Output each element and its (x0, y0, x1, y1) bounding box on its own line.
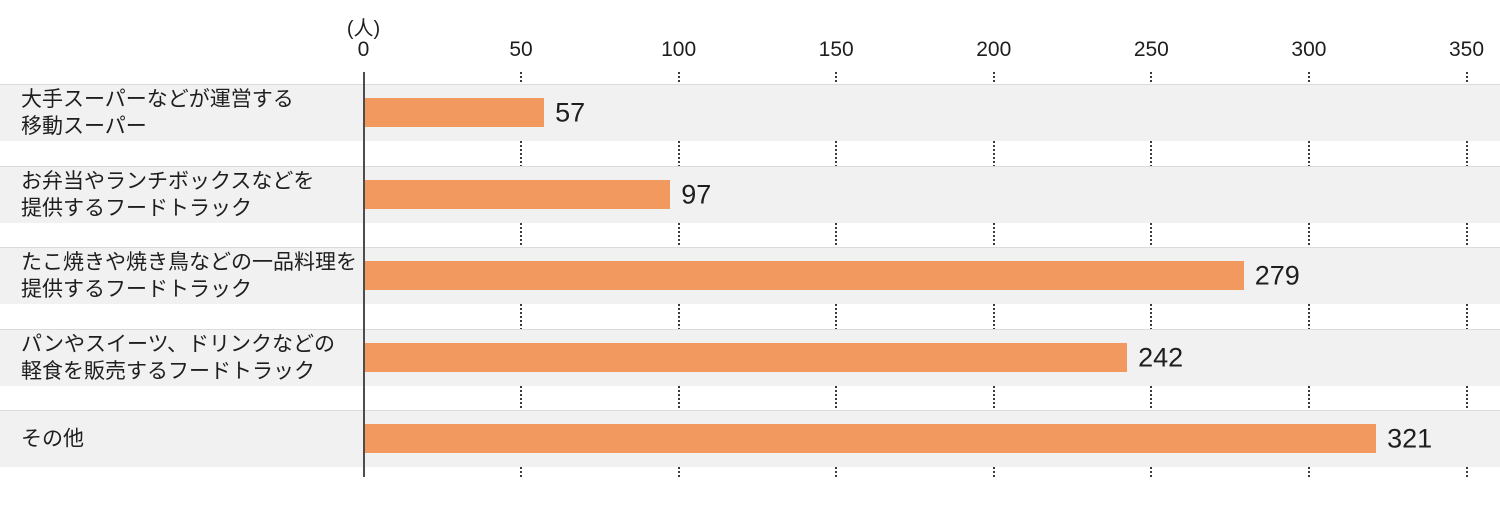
tick-mark (835, 386, 838, 410)
category-label: たこ焼きや焼き鳥などの一品料理を 提供するフードトラック (21, 251, 357, 301)
tick-mark (992, 304, 995, 329)
tick-mark (677, 223, 680, 247)
x-tick-label: 50 (509, 38, 533, 61)
tick-mark (677, 304, 680, 329)
x-tick-label: 150 (818, 38, 854, 61)
tick-mark (520, 223, 523, 247)
tick-mark (992, 467, 995, 477)
tick-mark (1307, 304, 1310, 329)
x-tick-label: 100 (661, 38, 697, 61)
tick-mark (1307, 223, 1310, 247)
tick-mark (1465, 72, 1468, 84)
tick-mark (520, 467, 523, 477)
tick-mark (835, 223, 838, 247)
tick-mark (1307, 467, 1310, 477)
category-label: 大手スーパーなどが運営する 移動スーパー (21, 88, 294, 138)
category-label: パンやスイーツ、ドリンクなどの 軽食を販売するフードトラック (21, 333, 335, 383)
y-axis-line (362, 72, 365, 477)
x-tick-label: 0 (357, 38, 370, 61)
row-band: お弁当やランチボックスなどを 提供するフードトラック (0, 166, 1500, 223)
tick-mark (1465, 141, 1468, 166)
tick-mark (520, 386, 523, 410)
tick-mark (992, 223, 995, 247)
tick-mark (520, 304, 523, 329)
tick-mark (835, 72, 838, 84)
tick-mark (1307, 386, 1310, 410)
tick-mark (1307, 141, 1310, 166)
tick-mark (1150, 141, 1153, 166)
axis-unit-label: (人) (346, 18, 381, 40)
tick-mark (992, 386, 995, 410)
x-tick-label: 300 (1291, 38, 1327, 61)
bar (364, 180, 671, 209)
bar (364, 261, 1244, 290)
tick-mark (1307, 72, 1310, 84)
row-band: 大手スーパーなどが運営する 移動スーパー (0, 84, 1500, 141)
bar (364, 343, 1128, 372)
tick-mark (520, 141, 523, 166)
tick-mark (677, 386, 680, 410)
tick-mark (1150, 304, 1153, 329)
tick-mark (1465, 386, 1468, 410)
bar (364, 98, 545, 127)
tick-mark (677, 141, 680, 166)
tick-mark (835, 141, 838, 166)
x-tick-label: 200 (976, 38, 1012, 61)
value-label: 242 (1138, 342, 1184, 372)
tick-mark (1465, 304, 1468, 329)
tick-mark (520, 72, 523, 84)
tick-mark (1150, 72, 1153, 84)
tick-mark (835, 467, 838, 477)
tick-mark (1465, 223, 1468, 247)
tick-mark (677, 467, 680, 477)
value-label: 279 (1254, 260, 1300, 290)
x-tick-label: 350 (1448, 38, 1485, 61)
tick-mark (1150, 467, 1153, 477)
value-label: 57 (555, 97, 586, 127)
tick-mark (835, 304, 838, 329)
value-label: 321 (1387, 423, 1433, 453)
category-label: お弁当やランチボックスなどを 提供するフードトラック (21, 170, 315, 220)
tick-mark (1150, 386, 1153, 410)
x-tick-label: 250 (1133, 38, 1169, 61)
bar (364, 424, 1377, 453)
tick-mark (992, 72, 995, 84)
tick-mark (1150, 223, 1153, 247)
tick-mark (1465, 467, 1468, 477)
tick-mark (677, 72, 680, 84)
category-label: その他 (21, 427, 84, 451)
tick-mark (992, 141, 995, 166)
value-label: 97 (681, 179, 712, 209)
